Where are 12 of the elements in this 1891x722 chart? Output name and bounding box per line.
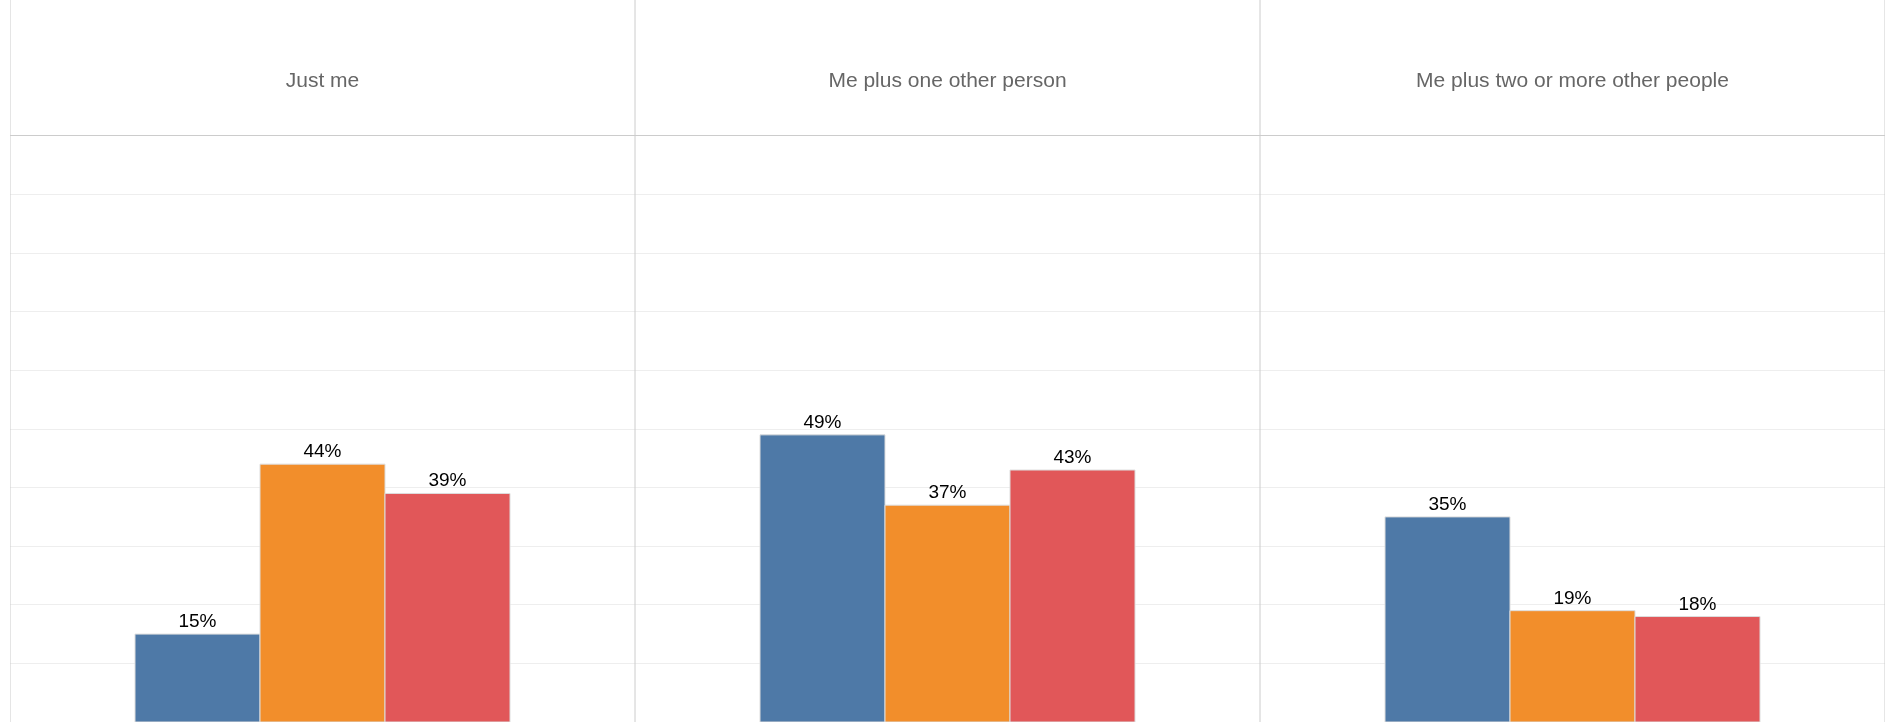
data-label: 15% [178, 610, 217, 632]
data-label: 18% [1678, 592, 1717, 614]
data-label: 44% [303, 440, 342, 462]
data-label: 43% [1053, 446, 1092, 468]
x-tick-label: Me plus two or more other people [1416, 67, 1729, 91]
data-label: 19% [1553, 586, 1592, 608]
data-label: 39% [428, 469, 467, 491]
data-label: 35% [1428, 492, 1467, 514]
x-tick-label: Me plus one other person [828, 67, 1067, 91]
x-tick-label: Just me [285, 67, 360, 91]
data-label: 37% [928, 481, 967, 503]
data-label: 49% [803, 410, 842, 432]
